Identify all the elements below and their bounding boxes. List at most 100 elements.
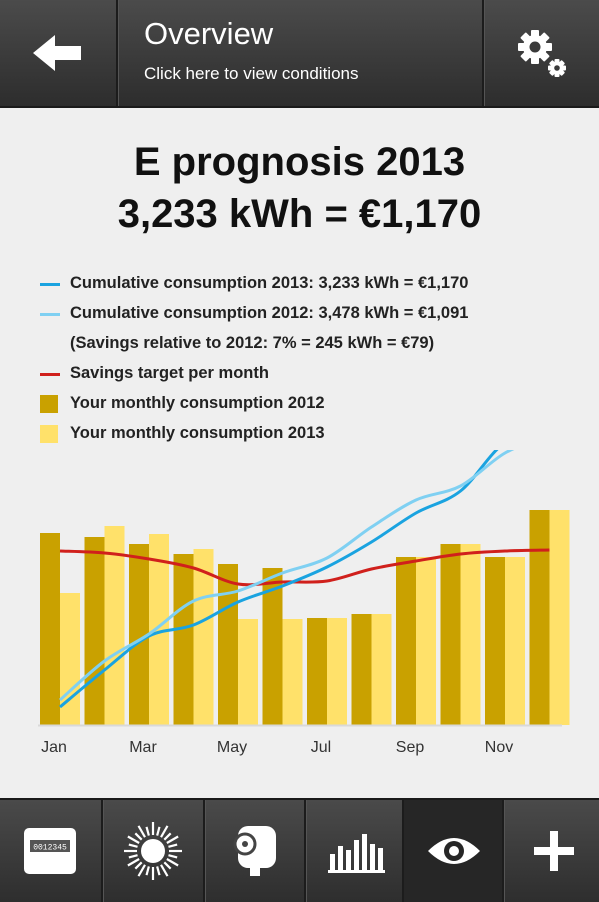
sun-ray xyxy=(168,854,178,859)
bar-jun-2012 xyxy=(262,568,283,725)
add-tab[interactable] xyxy=(504,800,599,902)
legend-label: Cumulative consumption 2013: 3,233 kWh =… xyxy=(70,274,469,292)
legend-item: Cumulative consumption 2013: 3,233 kWh =… xyxy=(38,270,578,300)
divider xyxy=(116,0,118,106)
sun-ray xyxy=(166,858,179,867)
settings-button[interactable] xyxy=(484,0,599,106)
sun-ray xyxy=(145,866,150,876)
meter-icon: 0012345 xyxy=(24,828,76,874)
legend-label: Savings target per month xyxy=(70,364,269,382)
bar-mar-2012 xyxy=(129,544,149,725)
bar-jun-2013 xyxy=(282,619,303,725)
legend-label: Your monthly consumption 2013 xyxy=(70,424,325,442)
x-tick-label: Jul xyxy=(311,739,331,756)
bar-dec-2012 xyxy=(529,510,550,725)
legend-swatch xyxy=(40,425,58,443)
sun-ray xyxy=(137,864,146,877)
sun-ray xyxy=(137,825,146,838)
bar-apr-2012 xyxy=(173,554,194,725)
prognosis-title: E prognosis 2013 xyxy=(133,140,466,184)
legend-label: Your monthly consumption 2012 xyxy=(70,394,325,412)
plug-icon xyxy=(233,826,276,876)
sun-ray xyxy=(160,864,169,877)
sun-ray xyxy=(156,826,161,836)
line-cumulative-consumption-2012 xyxy=(59,450,515,702)
page-subtitle: Click here to view conditions xyxy=(144,64,359,83)
back-button[interactable] xyxy=(0,0,116,106)
meter-tab[interactable]: 0012345 xyxy=(0,800,100,902)
sun-ray xyxy=(163,832,172,841)
bar-dec-2013 xyxy=(549,510,570,725)
sun-ray xyxy=(168,843,178,848)
bar-jul-2012 xyxy=(307,618,327,725)
legend-item: Your monthly consumption 2013 xyxy=(38,420,578,450)
divider xyxy=(402,800,404,902)
divider xyxy=(502,800,504,902)
sun-ray xyxy=(166,835,179,844)
legend-label: Cumulative consumption 2012: 3,478 kWh =… xyxy=(70,304,469,322)
bar-may-2013 xyxy=(238,619,258,725)
bar-mar-2013 xyxy=(149,534,169,725)
legend-swatch xyxy=(40,283,60,286)
legend-note: (Savings relative to 2012: 7% = 245 kWh … xyxy=(38,330,578,360)
bar-jul-2013 xyxy=(327,618,347,725)
sun-ray xyxy=(134,832,143,841)
eye-icon xyxy=(428,838,480,864)
bar-nov-2013 xyxy=(505,557,525,725)
bar-oct-2013 xyxy=(460,544,481,725)
gear-icon xyxy=(517,30,566,77)
sun-icon xyxy=(124,822,182,880)
sun-ray xyxy=(127,858,140,867)
bar-nov-2012 xyxy=(485,557,505,725)
legend-item: Cumulative consumption 2012: 3,478 kWh =… xyxy=(38,300,578,330)
sun-ray xyxy=(134,861,143,870)
legend-item: Savings target per month xyxy=(38,360,578,390)
bar-jan-2012 xyxy=(40,533,60,725)
sun-ray xyxy=(156,866,161,876)
bar-chart-icon xyxy=(328,834,385,873)
bar-feb-2013 xyxy=(104,526,125,725)
sun-ray xyxy=(128,843,138,848)
consumption-chart: Jan Mar May Jul Sep Nov xyxy=(38,450,570,756)
chart-tab[interactable] xyxy=(306,800,406,902)
sun-ray xyxy=(163,861,172,870)
arrow-left-icon xyxy=(33,35,81,71)
bar-oct-2012 xyxy=(440,544,461,725)
bar-sep-2013 xyxy=(416,557,436,725)
x-tick-label: May xyxy=(217,739,247,756)
divider xyxy=(203,800,205,902)
sun-ray xyxy=(145,826,150,836)
sun-ray xyxy=(160,825,169,838)
bar-feb-2012 xyxy=(84,537,105,725)
legend-item: Your monthly consumption 2012 xyxy=(38,390,578,420)
bar-aug-2012 xyxy=(351,614,372,725)
sun-ray xyxy=(128,854,138,859)
divider xyxy=(482,0,484,106)
x-tick-label: Sep xyxy=(396,739,425,756)
page-title: Overview xyxy=(144,16,274,51)
meter-reading: 0012345 xyxy=(33,844,67,853)
plus-icon xyxy=(534,831,574,871)
top-bar: Overview Click here to view conditions xyxy=(0,0,599,108)
bar-may-2012 xyxy=(218,564,238,725)
bottom-tab-bar: 0012345 xyxy=(0,798,599,902)
legend-swatch xyxy=(40,395,58,413)
x-tick-label: Mar xyxy=(129,739,157,756)
conditions-link[interactable]: Overview Click here to view conditions xyxy=(118,0,482,106)
legend-swatch xyxy=(40,313,60,316)
divider xyxy=(101,800,103,902)
chart-legend: Cumulative consumption 2013: 3,233 kWh =… xyxy=(38,270,578,450)
x-tick-label: Nov xyxy=(485,739,513,756)
sun-ray xyxy=(127,835,140,844)
bar-aug-2013 xyxy=(371,614,392,725)
overview-tab[interactable] xyxy=(404,800,504,902)
prognosis-value: 3,233 kWh = €1,170 xyxy=(117,192,482,236)
divider xyxy=(304,800,306,902)
legend-swatch xyxy=(40,373,60,376)
savings-note: (Savings relative to 2012: 7% = 245 kWh … xyxy=(70,334,435,352)
bar-apr-2013 xyxy=(193,549,214,725)
x-tick-label: Jan xyxy=(41,739,67,756)
bar-jan-2013 xyxy=(60,593,80,725)
sun-tab[interactable] xyxy=(103,800,203,902)
plug-tab[interactable] xyxy=(205,800,305,902)
